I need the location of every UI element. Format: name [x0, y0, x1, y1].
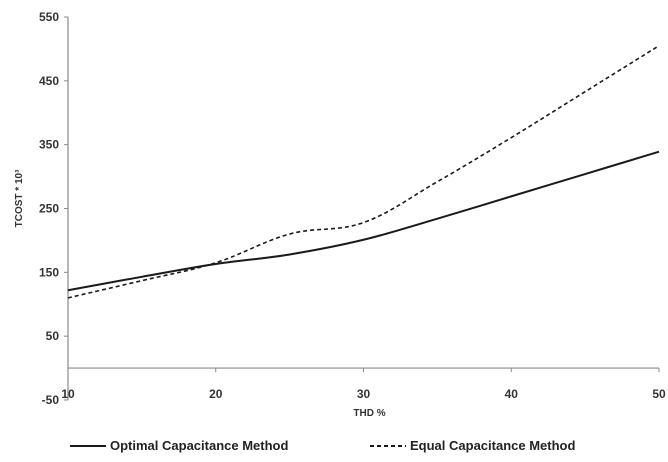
- y-tick-label: 350: [39, 138, 59, 152]
- x-tick-label: 50: [652, 387, 666, 401]
- x-tick-label: 20: [209, 387, 223, 401]
- series-layer: [67, 45, 660, 299]
- legend-label: Optimal Capacitance Method: [110, 438, 288, 453]
- y-tick-label: -50: [42, 393, 60, 407]
- y-tick-label: 250: [39, 202, 59, 216]
- axes-layer: [64, 16, 660, 401]
- x-tick-label: 40: [505, 387, 519, 401]
- x-tick-label: 10: [61, 387, 75, 401]
- y-tick-label: 50: [46, 329, 60, 343]
- y-tick-label: 150: [39, 265, 59, 279]
- series-line-optimal-capacitance: [67, 150, 660, 292]
- series-line-equal-capacitance: [67, 45, 660, 299]
- x-axis-title: THD %: [353, 408, 385, 419]
- y-tick-label: 550: [39, 10, 59, 24]
- y-axis-title: TCOST * 10³: [14, 169, 25, 227]
- legend: Optimal Capacitance Method Equal Capacita…: [70, 438, 575, 453]
- y-tick-label: 450: [39, 74, 59, 88]
- x-tick-label: 30: [357, 387, 371, 401]
- labels-layer: -50 50 150 250 350 450 550 10 20 30 40 50 THD % TCOST…: [14, 10, 666, 419]
- legend-label: Equal Capacitance Method: [410, 438, 575, 453]
